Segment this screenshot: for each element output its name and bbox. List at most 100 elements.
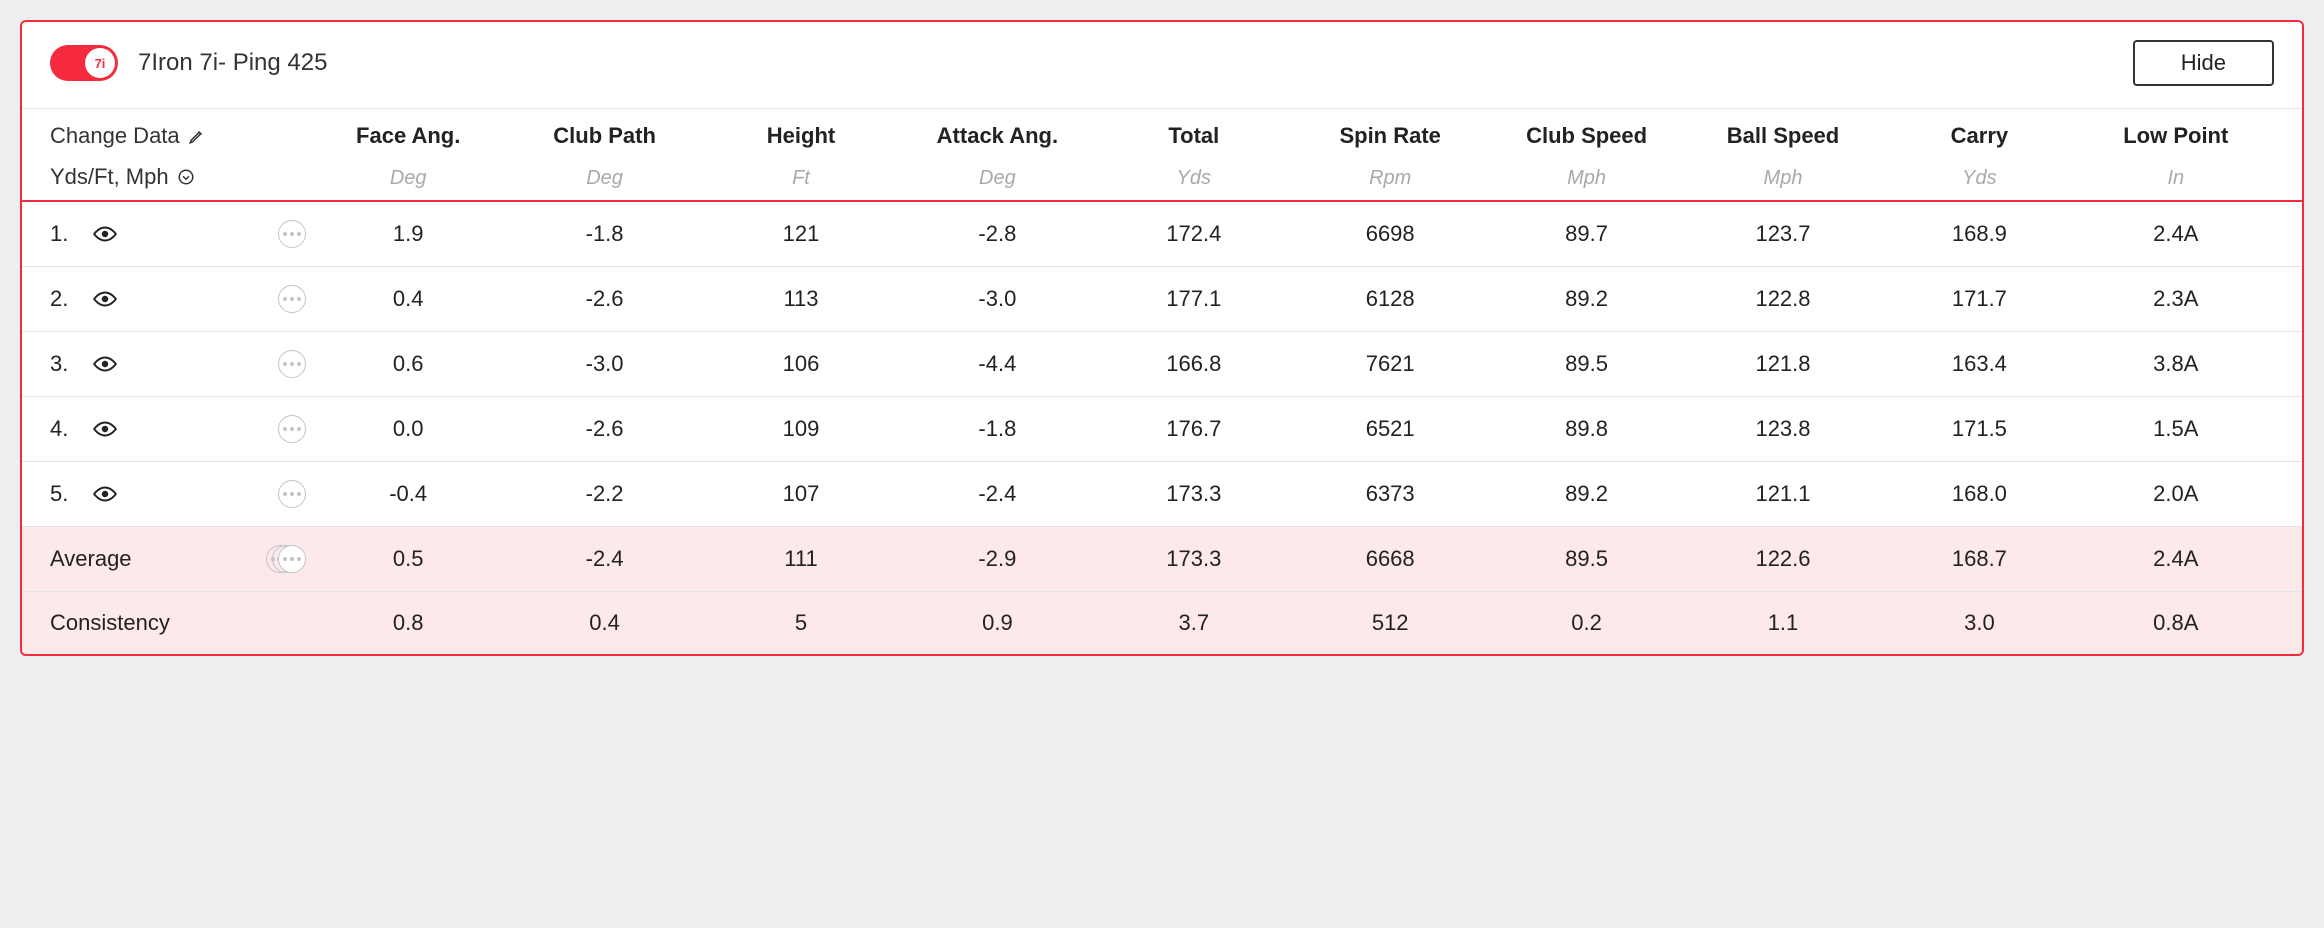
column-headers: Face Ang.DegClub PathDegHeightFtAttack A… [310, 123, 2274, 190]
cell-value: 177.1 [1096, 286, 1292, 312]
column-header[interactable]: Attack Ang.Deg [899, 123, 1095, 190]
average-label: Average [50, 546, 132, 572]
column-unit: Ft [703, 167, 899, 190]
column-unit: Deg [310, 167, 506, 190]
club-toggle[interactable]: 7i [50, 45, 118, 81]
shot-number: 3. [50, 351, 92, 377]
hide-button[interactable]: Hide [2133, 40, 2274, 86]
column-label: Total [1096, 123, 1292, 149]
column-header[interactable]: Spin Rate Rpm [1292, 123, 1488, 190]
cell-value: 89.2 [1488, 286, 1684, 312]
column-label: Spin Rate [1292, 123, 1488, 149]
cell-value: 123.7 [1685, 221, 1881, 247]
average-values: 0.5-2.4111-2.9173.3666889.5122.6168.72.4… [310, 546, 2274, 572]
eye-icon[interactable] [92, 290, 118, 308]
cell-value: 89.8 [1488, 416, 1684, 442]
column-unit: Yds [1881, 167, 2077, 190]
shot-row: 4.0.0-2.6109-1.8176.7652189.8123.8171.51… [22, 397, 2302, 462]
shot-tags-icon[interactable] [278, 415, 306, 443]
column-header[interactable]: Club SpeedMph [1488, 123, 1684, 190]
column-label: Club Path [506, 123, 702, 149]
column-unit: Deg [506, 167, 702, 190]
club-name: 7Iron 7i- Ping 425 [138, 49, 327, 77]
cell-value: 106 [703, 351, 899, 377]
shot-tags-icon[interactable] [278, 220, 306, 248]
cell-value: 0.6 [310, 351, 506, 377]
cell-value: -3.0 [506, 351, 702, 377]
cell-value: 173.3 [1096, 546, 1292, 572]
cell-value: 2.3A [2078, 286, 2274, 312]
shot-number: 2. [50, 286, 92, 312]
cell-value: 1.1 [1685, 610, 1881, 636]
shot-row-left: 4. [50, 415, 310, 443]
average-tags-icon[interactable] [266, 545, 306, 573]
eye-icon[interactable] [92, 225, 118, 243]
club-data-card: 7i 7Iron 7i- Ping 425 Hide Change Data Y… [20, 20, 2304, 656]
cell-value: 166.8 [1096, 351, 1292, 377]
cell-value: 163.4 [1881, 351, 2077, 377]
cell-value: 172.4 [1096, 221, 1292, 247]
average-row: Average 0.5-2.4111-2.9173.3666889.5122.6… [22, 527, 2302, 592]
eye-icon[interactable] [92, 355, 118, 373]
cell-value: 6668 [1292, 546, 1488, 572]
cell-value: 107 [703, 481, 899, 507]
shot-tags-icon[interactable] [278, 480, 306, 508]
shot-tags-icon[interactable] [278, 285, 306, 313]
column-header[interactable]: Low PointIn [2078, 123, 2274, 190]
consistency-row: Consistency 0.80.450.93.75120.21.13.00.8… [22, 592, 2302, 654]
consistency-label: Consistency [50, 610, 170, 636]
cell-value: 111 [703, 546, 899, 572]
eye-icon[interactable] [92, 420, 118, 438]
cell-value: 122.6 [1685, 546, 1881, 572]
toggle-knob-label: 7i [85, 48, 115, 78]
cell-value: 121.1 [1685, 481, 1881, 507]
cell-value: 2.0A [2078, 481, 2274, 507]
pencil-icon [188, 127, 206, 145]
column-label: Ball Speed [1685, 123, 1881, 149]
cell-value: 0.8A [2078, 610, 2274, 636]
column-header[interactable]: Height Ft [703, 123, 899, 190]
cell-value: -1.8 [899, 416, 1095, 442]
units-dropdown[interactable]: Yds/Ft, Mph [50, 164, 310, 190]
shot-values: 0.6-3.0106-4.4166.8762189.5121.8163.43.8… [310, 351, 2274, 377]
cell-value: 109 [703, 416, 899, 442]
change-data-button[interactable]: Change Data [50, 123, 310, 149]
column-unit: Rpm [1292, 167, 1488, 190]
shot-row-left: 2. [50, 285, 310, 313]
cell-value: -2.6 [506, 416, 702, 442]
cell-value: 121 [703, 221, 899, 247]
cell-value: -2.4 [899, 481, 1095, 507]
cell-value: 3.8A [2078, 351, 2274, 377]
column-unit: Mph [1488, 167, 1684, 190]
cell-value: 6373 [1292, 481, 1488, 507]
cell-value: 89.2 [1488, 481, 1684, 507]
cell-value: 0.4 [310, 286, 506, 312]
shot-row-left: 3. [50, 350, 310, 378]
cell-value: -0.4 [310, 481, 506, 507]
cell-value: -2.4 [506, 546, 702, 572]
column-header[interactable]: TotalYds [1096, 123, 1292, 190]
shot-row: 3. 0.6-3.0106-4.4166.8762189.5121.8163.43… [22, 332, 2302, 397]
eye-icon[interactable] [92, 485, 118, 503]
column-header[interactable]: Face Ang.Deg [310, 123, 506, 190]
column-header[interactable]: Club Path Deg [506, 123, 702, 190]
cell-value: 5 [703, 610, 899, 636]
cell-value: -4.4 [899, 351, 1095, 377]
column-header[interactable]: CarryYds [1881, 123, 2077, 190]
cell-value: 0.0 [310, 416, 506, 442]
column-label: Height [703, 123, 899, 149]
shot-values: -0.4-2.2107-2.4173.3637389.2121.1168.02.… [310, 481, 2274, 507]
shot-row: 2.0.4-2.6113-3.0177.1612889.2122.8171.72… [22, 267, 2302, 332]
column-unit: Mph [1685, 167, 1881, 190]
change-data-label: Change Data [50, 123, 180, 149]
consistency-values: 0.80.450.93.75120.21.13.00.8A [310, 610, 2274, 636]
cell-value: 123.8 [1685, 416, 1881, 442]
cell-value: 6521 [1292, 416, 1488, 442]
column-unit: In [2078, 167, 2274, 190]
cell-value: 0.2 [1488, 610, 1684, 636]
column-header[interactable]: Ball Speed Mph [1685, 123, 1881, 190]
cell-value: -2.2 [506, 481, 702, 507]
units-label: Yds/Ft, Mph [50, 164, 169, 190]
shot-tags-icon[interactable] [278, 350, 306, 378]
cell-value: 122.8 [1685, 286, 1881, 312]
